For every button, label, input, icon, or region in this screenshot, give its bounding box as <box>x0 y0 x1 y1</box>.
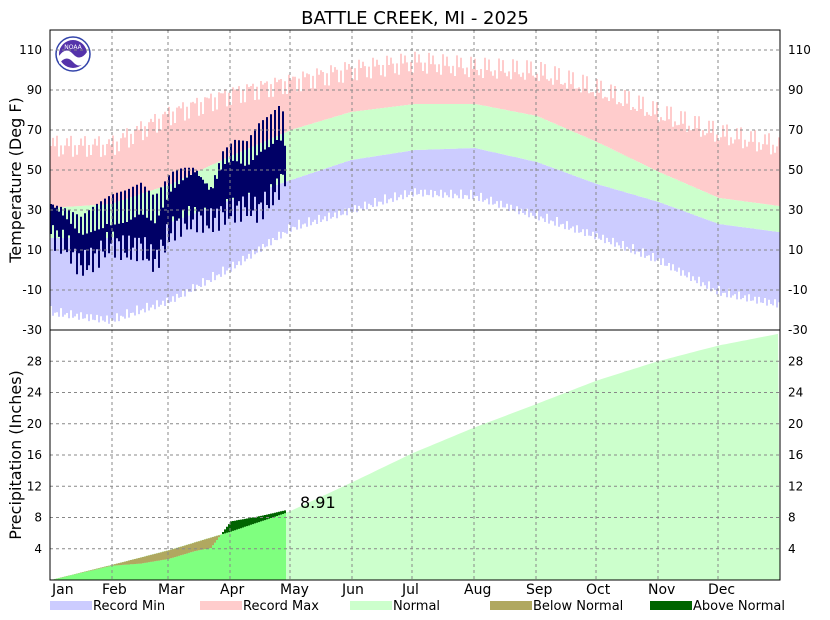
precip-tick-label-right: 20 <box>788 417 803 431</box>
month-label: Aug <box>464 582 491 598</box>
temp-tick-label-left: -10 <box>22 283 42 297</box>
legend-label: Normal <box>393 599 440 614</box>
temp-tick-label-right: 50 <box>788 163 803 177</box>
precip-tick-label-right: 12 <box>788 479 803 493</box>
month-label: May <box>280 582 309 598</box>
svg-text:NOAA: NOAA <box>64 44 82 51</box>
month-label: Jan <box>51 582 74 598</box>
precipitation-panel <box>50 333 780 580</box>
month-label: Mar <box>158 582 185 598</box>
precip-tick-label-left: 12 <box>27 479 42 493</box>
normal-precip-area <box>50 333 780 580</box>
temp-tick-label-right: 30 <box>788 203 803 217</box>
temperature-panel <box>50 49 780 324</box>
observed-temperature-bars <box>50 106 286 276</box>
month-label: Jul <box>401 582 419 598</box>
temp-tick-label-right: -10 <box>788 283 808 297</box>
precipitation-frame <box>49 329 781 581</box>
precipitation-axis-label: Precipitation (Inches) <box>6 370 25 540</box>
month-axis: Jan Feb Mar Apr May Jun Jul Aug Sep Oct Nov Dec <box>51 582 735 598</box>
precip-tick-label-left: 24 <box>27 386 42 400</box>
temp-tick-label-left: 90 <box>27 83 42 97</box>
precip-tick-label-right: 8 <box>788 511 796 525</box>
legend-label: Below Normal <box>533 599 623 614</box>
temp-tick-label-left: 10 <box>27 243 42 257</box>
month-label: Apr <box>220 582 244 598</box>
temp-tick-label-left: 30 <box>27 203 42 217</box>
temp-tick-label-right: 110 <box>788 43 811 57</box>
record-min-band <box>50 148 780 324</box>
precip-tick-label-right: 16 <box>788 448 803 462</box>
precip-tick-label-left: 28 <box>27 354 42 368</box>
month-label: Oct <box>586 582 611 598</box>
legend-label: Above Normal <box>693 599 785 614</box>
month-label: Sep <box>526 582 553 598</box>
temp-tick-label-right: 90 <box>788 83 803 97</box>
precip-tick-label-left: 16 <box>27 448 42 462</box>
temp-tick-label-left: 70 <box>27 123 42 137</box>
precip-tick-label-left: 4 <box>34 542 42 556</box>
month-label: Jun <box>341 582 364 598</box>
chart-title: BATTLE CREEK, MI - 2025 <box>301 8 529 29</box>
temp-tick-label-left: -30 <box>22 323 42 337</box>
month-label: Dec <box>708 582 735 598</box>
precip-tick-label-left: 20 <box>27 417 42 431</box>
legend-swatch <box>350 601 392 610</box>
temp-tick-label-right: -30 <box>788 323 808 337</box>
legend: Record Min Record Max Normal Below Normal Ab… <box>50 599 785 614</box>
observed-precip-area <box>52 513 286 580</box>
precip-tick-label-right: 28 <box>788 354 803 368</box>
precip-total-annotation: 8.91 <box>300 493 336 512</box>
precip-tick-label-left: 8 <box>34 511 42 525</box>
temp-tick-label-left: 50 <box>27 163 42 177</box>
legend-swatch <box>50 601 92 610</box>
temp-tick-label-right: 70 <box>788 123 803 137</box>
precip-tick-label-right: 4 <box>788 542 796 556</box>
legend-swatch <box>490 601 532 610</box>
legend-swatch <box>650 601 692 610</box>
above-normal-precip <box>222 510 286 534</box>
temperature-axis-label: Temperature (Deg F) <box>6 97 25 264</box>
legend-label: Record Min <box>93 599 165 614</box>
legend-label: Record Max <box>243 599 319 614</box>
temp-tick-label-left: 110 <box>19 43 42 57</box>
below-normal-precip <box>54 534 222 580</box>
month-label: Feb <box>102 582 127 598</box>
legend-swatch <box>200 601 242 610</box>
temp-tick-label-right: 10 <box>788 243 803 257</box>
precip-tick-label-right: 24 <box>788 386 803 400</box>
month-label: Nov <box>648 582 675 598</box>
noaa-logo: NOAA <box>55 36 91 72</box>
